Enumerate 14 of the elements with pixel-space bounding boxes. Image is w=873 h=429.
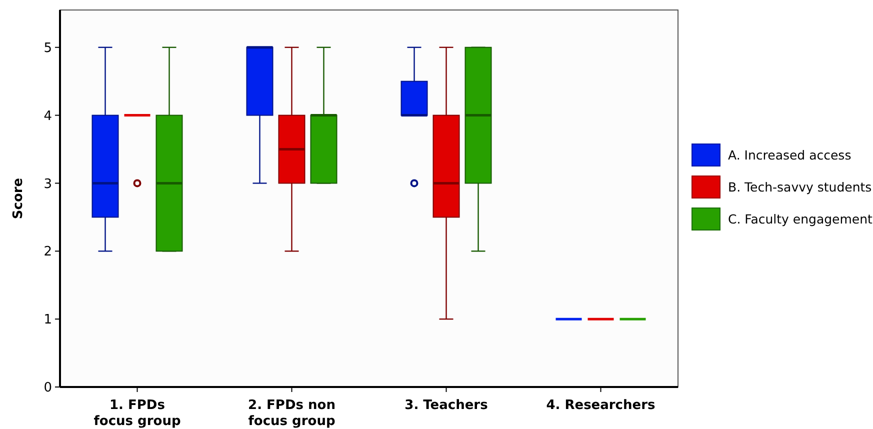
- y-axis-title: Score: [11, 178, 26, 220]
- legend-label: B. Tech-savvy students: [728, 179, 872, 194]
- y-tick-label: 4: [44, 108, 52, 124]
- x-tick-label: 1. FPDs focus group: [94, 398, 181, 429]
- x-tick-label: 2. FPDs non focus group: [248, 398, 336, 429]
- y-tick-label: 3: [44, 176, 52, 192]
- y-tick-label: 5: [44, 40, 52, 56]
- x-tick-label: 3. Teachers: [404, 398, 488, 413]
- legend-label: A. Increased access: [728, 147, 852, 162]
- y-tick-label: 1: [44, 312, 52, 328]
- x-tick-label: 4. Researchers: [546, 398, 656, 413]
- legend-label: C. Faculty engagement: [728, 211, 873, 226]
- y-tick-label: 2: [44, 244, 52, 260]
- y-tick-label: 0: [44, 380, 52, 396]
